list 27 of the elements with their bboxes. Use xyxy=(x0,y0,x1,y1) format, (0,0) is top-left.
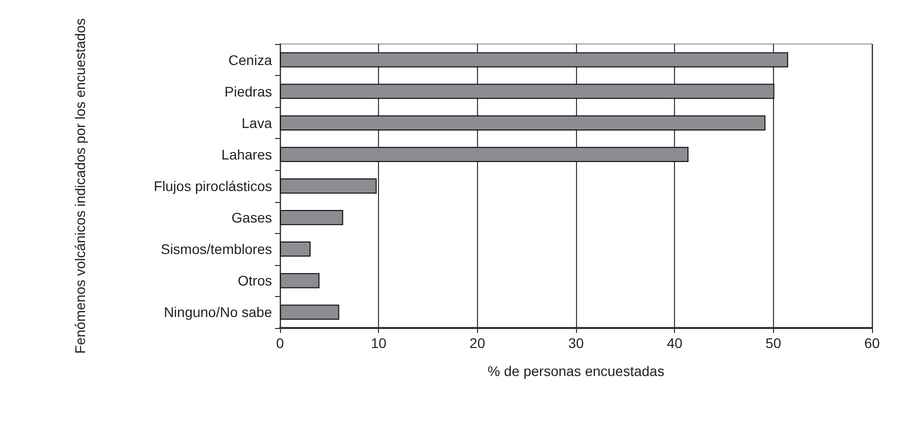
x-tick-label: 30 xyxy=(568,335,584,351)
x-tick-label: 20 xyxy=(470,335,486,351)
y-tick-label: Ninguno/No sabe xyxy=(164,304,272,320)
y-tick-label: Lahares xyxy=(221,146,272,162)
y-axis-title: Fenómenos volcánicos indicados por los encuestados xyxy=(72,18,88,354)
bar xyxy=(280,146,688,162)
y-tick-label: Otros xyxy=(238,272,272,289)
bar xyxy=(280,304,340,320)
bar xyxy=(280,273,320,288)
bar xyxy=(280,178,377,194)
x-tick-label: 10 xyxy=(370,335,387,351)
bar xyxy=(280,84,774,99)
x-tick-label: 40 xyxy=(666,335,683,351)
y-tick-label: Gases xyxy=(232,210,272,226)
y-tick-label: Ceniza xyxy=(228,52,272,68)
bar xyxy=(280,52,788,68)
x-tick-label: 50 xyxy=(766,335,782,351)
bar xyxy=(280,242,311,257)
x-axis-title: % de personas encuestadas xyxy=(488,363,664,379)
y-tick-label: Piedras xyxy=(224,83,272,100)
x-tick-label: 0 xyxy=(276,335,284,351)
y-tick-label: Lava xyxy=(242,114,272,131)
y-tick-label: Sismos/temblores xyxy=(160,241,272,258)
bar xyxy=(280,115,766,130)
bar xyxy=(280,210,344,226)
y-tick-label: Flujos piroclásticos xyxy=(154,178,272,194)
x-tick-label: 60 xyxy=(864,335,880,351)
